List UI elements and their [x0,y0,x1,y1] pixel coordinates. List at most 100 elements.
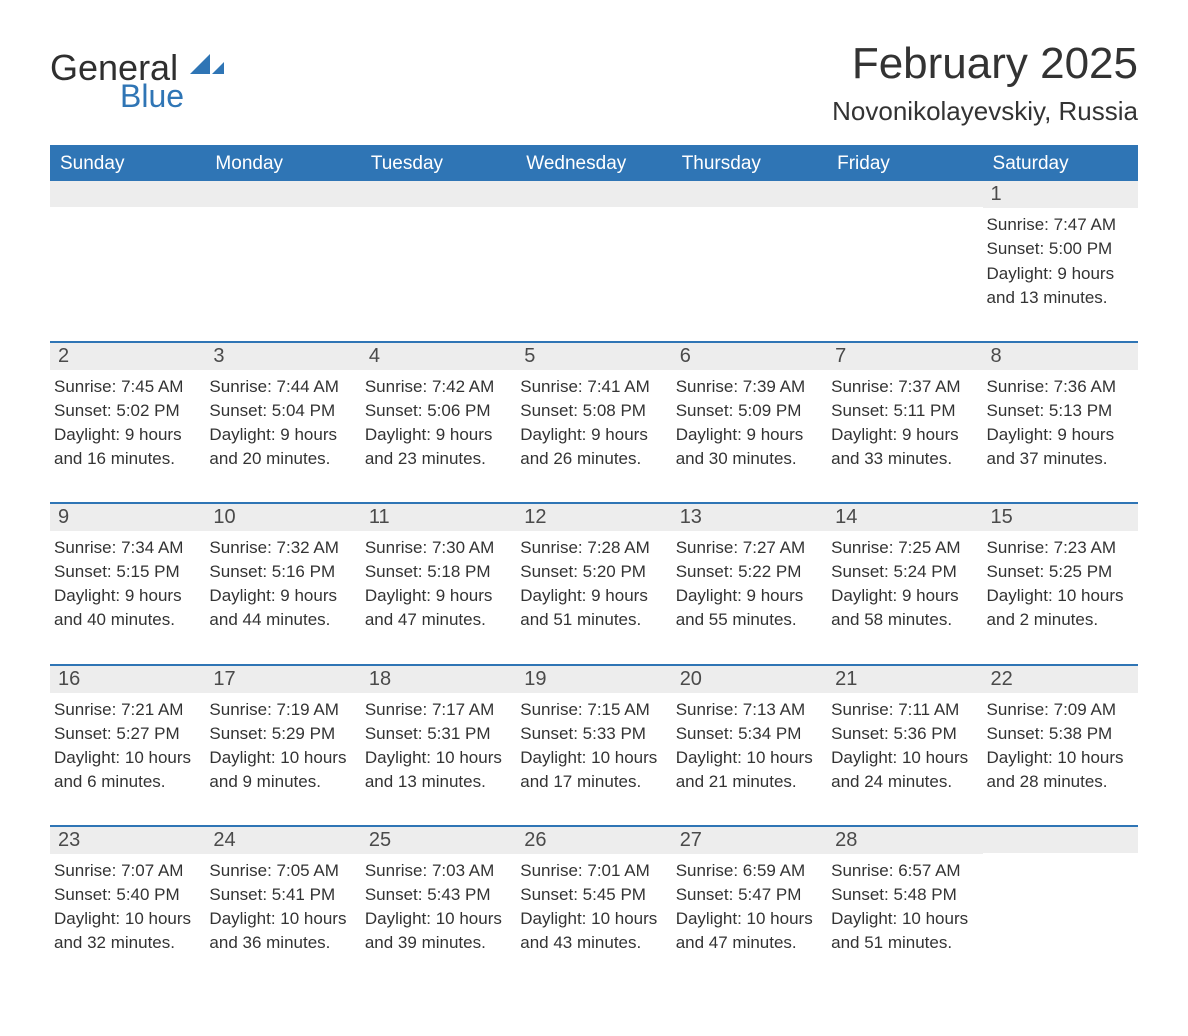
sunset-label: Sunset: [54,724,116,743]
sunset-label: Sunset: [987,239,1049,258]
weekday-header: Monday [205,147,360,181]
daylight-line-2: and 44 minutes. [209,609,352,631]
day-cell: 28Sunrise: 6:57 AMSunset: 5:48 PMDayligh… [827,827,982,958]
daylight-line-2: and 47 minutes. [365,609,508,631]
sunrise-value: 7:17 AM [432,700,494,719]
weekday-header-row: SundayMondayTuesdayWednesdayThursdayFrid… [50,147,1138,181]
sunrise-line: Sunrise: 7:17 AM [365,699,508,721]
day-content: Sunrise: 7:09 AMSunset: 5:38 PMDaylight:… [983,693,1138,797]
sunset-line: Sunset: 5:24 PM [831,561,974,583]
day-cell: 4Sunrise: 7:42 AMSunset: 5:06 PMDaylight… [361,343,516,474]
day-number: 23 [50,827,205,854]
daylight-line-2: and 6 minutes. [54,771,197,793]
sunset-line: Sunset: 5:13 PM [987,400,1130,422]
sunrise-value: 7:11 AM [898,700,959,719]
sunset-label: Sunset: [365,724,427,743]
sunrise-label: Sunrise: [831,700,898,719]
day-number: 9 [50,504,205,531]
sunset-label: Sunset: [676,724,738,743]
sunrise-value: 7:19 AM [277,700,339,719]
sunrise-label: Sunrise: [54,700,121,719]
day-content: Sunrise: 7:25 AMSunset: 5:24 PMDaylight:… [827,531,982,635]
day-content: Sunrise: 7:32 AMSunset: 5:16 PMDaylight:… [205,531,360,635]
day-cell: 15Sunrise: 7:23 AMSunset: 5:25 PMDayligh… [983,504,1138,635]
sunrise-line: Sunrise: 7:37 AM [831,376,974,398]
daylight-line-1: Daylight: 10 hours [209,747,352,769]
week-row: 1Sunrise: 7:47 AMSunset: 5:00 PMDaylight… [50,181,1138,340]
day-content: Sunrise: 7:13 AMSunset: 5:34 PMDaylight:… [672,693,827,797]
sunset-label: Sunset: [365,401,427,420]
sunset-value: 5:36 PM [893,724,956,743]
day-number: 21 [827,666,982,693]
daylight-line-1: Daylight: 9 hours [365,585,508,607]
daylight-line-2: and 13 minutes. [987,287,1130,309]
sunset-label: Sunset: [831,401,893,420]
sunset-value: 5:09 PM [738,401,801,420]
daylight-line-1: Daylight: 10 hours [520,908,663,930]
sunrise-line: Sunrise: 7:03 AM [365,860,508,882]
brand-text: General Blue [50,50,184,112]
sunrise-value: 7:37 AM [898,377,960,396]
day-cell: 14Sunrise: 7:25 AMSunset: 5:24 PMDayligh… [827,504,982,635]
day-number: 24 [205,827,360,854]
sunset-value: 5:25 PM [1049,562,1112,581]
sunrise-value: 7:34 AM [121,538,183,557]
daylight-line-1: Daylight: 10 hours [520,747,663,769]
day-cell: 8Sunrise: 7:36 AMSunset: 5:13 PMDaylight… [983,343,1138,474]
sunrise-value: 7:25 AM [898,538,960,557]
sunset-label: Sunset: [520,724,582,743]
sunrise-label: Sunrise: [209,538,276,557]
sunset-value: 5:33 PM [583,724,646,743]
daylight-line-1: Daylight: 9 hours [54,424,197,446]
day-cell: 23Sunrise: 7:07 AMSunset: 5:40 PMDayligh… [50,827,205,958]
sunset-line: Sunset: 5:04 PM [209,400,352,422]
sunrise-label: Sunrise: [676,538,743,557]
sunrise-line: Sunrise: 7:47 AM [987,214,1130,236]
sunset-line: Sunset: 5:45 PM [520,884,663,906]
daylight-line-1: Daylight: 10 hours [831,747,974,769]
day-number: 5 [516,343,671,370]
day-number: 10 [205,504,360,531]
sunrise-label: Sunrise: [365,377,432,396]
daylight-line-2: and 36 minutes. [209,932,352,954]
daylight-line-2: and 26 minutes. [520,448,663,470]
day-cell [516,181,671,312]
daylight-line-1: Daylight: 10 hours [365,908,508,930]
weekday-header: Friday [827,147,982,181]
sunrise-label: Sunrise: [209,377,276,396]
day-cell: 1Sunrise: 7:47 AMSunset: 5:00 PMDaylight… [983,181,1138,312]
sunrise-line: Sunrise: 7:05 AM [209,860,352,882]
month-title: February 2025 [832,40,1138,88]
sunrise-line: Sunrise: 7:19 AM [209,699,352,721]
daylight-line-2: and 9 minutes. [209,771,352,793]
daylight-line-2: and 51 minutes. [520,609,663,631]
daylight-line-2: and 2 minutes. [987,609,1130,631]
sunset-line: Sunset: 5:22 PM [676,561,819,583]
sunset-value: 5:31 PM [427,724,490,743]
weekday-header: Wednesday [516,147,671,181]
day-cell: 6Sunrise: 7:39 AMSunset: 5:09 PMDaylight… [672,343,827,474]
day-number [516,181,671,207]
week-row: 16Sunrise: 7:21 AMSunset: 5:27 PMDayligh… [50,664,1138,825]
day-content: Sunrise: 6:59 AMSunset: 5:47 PMDaylight:… [672,854,827,958]
day-number: 26 [516,827,671,854]
daylight-line-2: and 33 minutes. [831,448,974,470]
sunrise-label: Sunrise: [831,861,898,880]
sunset-line: Sunset: 5:27 PM [54,723,197,745]
sunset-value: 5:00 PM [1049,239,1112,258]
sunrise-value: 6:59 AM [743,861,805,880]
sunset-label: Sunset: [209,562,271,581]
day-content: Sunrise: 7:45 AMSunset: 5:02 PMDaylight:… [50,370,205,474]
day-number: 20 [672,666,827,693]
sunset-line: Sunset: 5:41 PM [209,884,352,906]
sunrise-value: 7:09 AM [1054,700,1116,719]
sunset-value: 5:38 PM [1049,724,1112,743]
sunset-line: Sunset: 5:09 PM [676,400,819,422]
sunrise-value: 7:44 AM [277,377,339,396]
sunset-label: Sunset: [209,401,271,420]
sunset-value: 5:24 PM [893,562,956,581]
sunrise-line: Sunrise: 6:57 AM [831,860,974,882]
day-content: Sunrise: 7:07 AMSunset: 5:40 PMDaylight:… [50,854,205,958]
sunset-label: Sunset: [365,562,427,581]
daylight-line-1: Daylight: 10 hours [365,747,508,769]
